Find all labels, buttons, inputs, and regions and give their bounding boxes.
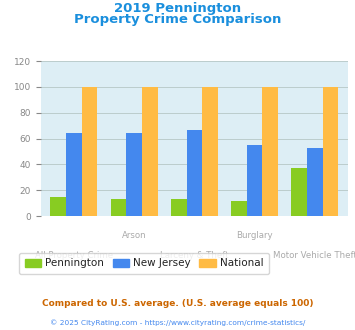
Bar [247,145,262,216]
Bar [126,133,142,216]
Bar [262,87,278,216]
Text: Burglary: Burglary [236,231,273,240]
Bar [231,201,247,216]
Bar [82,87,97,216]
Text: Arson: Arson [122,231,147,240]
Bar [202,87,218,216]
Bar [171,199,186,216]
Text: Larceny & Theft: Larceny & Theft [160,251,229,260]
Bar [291,168,307,216]
Bar [111,199,126,216]
Legend: Pennington, New Jersey, National: Pennington, New Jersey, National [20,253,269,274]
Bar [50,197,66,216]
Bar [66,133,82,216]
Text: © 2025 CityRating.com - https://www.cityrating.com/crime-statistics/: © 2025 CityRating.com - https://www.city… [50,319,305,326]
Text: 2019 Pennington: 2019 Pennington [114,2,241,15]
Text: All Property Crime: All Property Crime [35,251,113,260]
Bar [186,130,202,216]
Text: Compared to U.S. average. (U.S. average equals 100): Compared to U.S. average. (U.S. average … [42,299,313,308]
Bar [323,87,338,216]
Bar [142,87,158,216]
Bar [307,148,323,216]
Text: Motor Vehicle Theft: Motor Vehicle Theft [273,251,355,260]
Text: Property Crime Comparison: Property Crime Comparison [74,13,281,26]
